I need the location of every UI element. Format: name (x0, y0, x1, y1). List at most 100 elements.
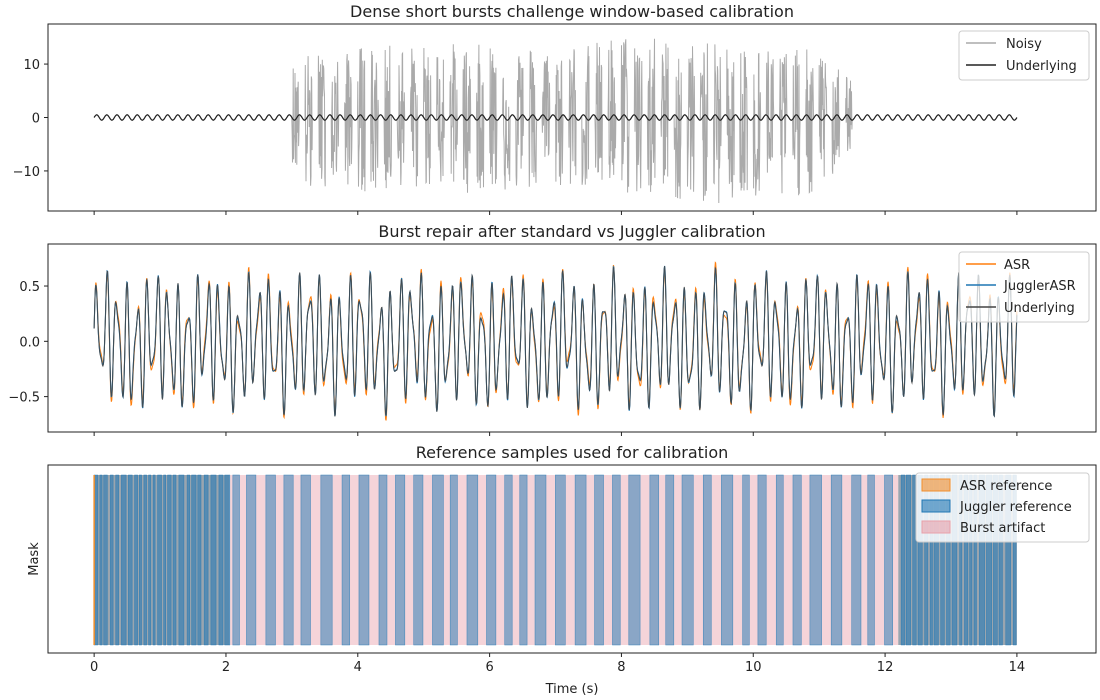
juggler-reference-span (167, 474, 172, 646)
juggler-reference-span (900, 474, 906, 646)
juggler-reference-span (300, 474, 311, 646)
panel3-ylabel: Mask (27, 542, 42, 576)
juggler-reference-span (594, 474, 604, 646)
panel3-x-ticks: 0 2 4 6 8 10 12 14 (90, 653, 1025, 675)
panel1-title: Dense short bursts challenge window-base… (350, 2, 794, 21)
y-tick-label: −0.5 (8, 391, 40, 406)
juggler-reference-span (574, 474, 587, 646)
juggler-reference-span (378, 474, 388, 646)
juggler-reference-span (851, 474, 862, 646)
juggler-reference-span (519, 474, 528, 646)
juggler-reference-span (665, 474, 675, 646)
juggler-reference-span (555, 474, 566, 646)
juggler-reference-span (884, 474, 893, 646)
panel2-y-ticks: −0.5 0.0 0.5 (8, 280, 48, 406)
juggler-reference-span (413, 474, 424, 646)
series-noisy-line (93, 38, 1018, 204)
juggler-reference-span (449, 474, 458, 646)
juggler-reference-span (534, 474, 547, 646)
y-tick-label: 0.5 (19, 280, 40, 295)
juggler-reference-span (358, 474, 370, 646)
juggler-reference-span (504, 474, 513, 646)
panel1-y-ticks: −10 0 10 (13, 58, 48, 180)
juggler-reference-span (742, 474, 750, 646)
panel1-legend: Noisy Underlying (958, 30, 1090, 81)
juggler-reference-span (702, 474, 712, 646)
panel2-x-ticks (93, 432, 1018, 436)
x-tick-label: 10 (745, 660, 762, 675)
panel2-legend: ASR JugglerASR Underlying (958, 251, 1090, 323)
juggler-reference-span (232, 474, 240, 646)
juggler-reference-span (99, 474, 103, 646)
panel3-xlabel: Time (s) (545, 682, 599, 697)
legend-swatch-asr-ref (921, 478, 951, 492)
juggler-reference-span (178, 474, 185, 646)
x-tick-label: 0 (90, 660, 98, 675)
juggler-reference-span (912, 474, 917, 646)
juggler-reference-span (775, 474, 784, 646)
juggler-reference-span (103, 474, 108, 646)
juggler-reference-span (163, 474, 166, 646)
panel3-plot-area (93, 474, 1017, 646)
juggler-reference-span (152, 474, 156, 646)
panel3-legend: ASR reference Juggler reference Burst ar… (915, 472, 1090, 543)
y-tick-label: 0 (32, 112, 40, 127)
juggler-reference-span (138, 474, 142, 646)
legend-swatch-burst (921, 520, 951, 534)
juggler-reference-span (867, 474, 875, 646)
y-tick-label: −10 (13, 165, 40, 180)
juggler-reference-span (757, 474, 767, 646)
panel-repair: Burst repair after standard vs Juggler c… (8, 222, 1097, 436)
x-tick-label: 2 (222, 660, 230, 675)
legend-label-juggler: JugglerASR (1003, 279, 1076, 294)
juggler-reference-span (218, 474, 224, 646)
panel2-title: Burst repair after standard vs Juggler c… (378, 222, 765, 241)
legend-label-underlying2: Underlying (1004, 301, 1075, 316)
juggler-reference-span (612, 474, 621, 646)
series-underlying-line (93, 114, 1018, 121)
panel1-x-ticks (93, 211, 1018, 215)
panel3-legend-box (915, 472, 1090, 543)
y-tick-label: 10 (23, 58, 40, 73)
x-tick-label: 14 (1009, 660, 1026, 675)
juggler-reference-span (486, 474, 497, 646)
juggler-reference-span (224, 474, 231, 646)
juggler-reference-span (466, 474, 479, 646)
juggler-reference-span (809, 474, 822, 646)
panel3-title: Reference samples used for calibration (416, 443, 729, 462)
juggler-reference-span (157, 474, 162, 646)
x-tick-label: 6 (485, 660, 493, 675)
x-tick-label: 4 (354, 660, 362, 675)
y-tick-label: 0.0 (19, 335, 40, 350)
juggler-reference-span (395, 474, 406, 646)
legend-label-asr: ASR (1004, 258, 1030, 273)
juggler-reference-span (905, 474, 911, 646)
juggler-reference-span (134, 474, 138, 646)
juggler-reference-span (186, 474, 191, 646)
juggler-reference-span (681, 474, 694, 646)
juggler-reference-span (143, 474, 147, 646)
juggler-reference-span (792, 474, 802, 646)
juggler-reference-span (649, 474, 660, 646)
series-juggler-line (93, 265, 1018, 418)
juggler-reference-span (148, 474, 152, 646)
juggler-reference-span (110, 474, 114, 646)
legend-label-asr-ref: ASR reference (960, 479, 1052, 494)
x-tick-label: 8 (617, 660, 625, 675)
juggler-reference-span (830, 474, 843, 646)
juggler-reference-span (265, 474, 276, 646)
juggler-reference-span (172, 474, 177, 646)
juggler-reference-span (121, 474, 127, 646)
x-tick-label: 12 (877, 660, 894, 675)
series-underlying2-line (93, 266, 1018, 418)
legend-label-underlying: Underlying (1006, 59, 1077, 74)
juggler-reference-span (210, 474, 217, 646)
juggler-reference-span (128, 474, 133, 646)
panel1-plot-area (93, 38, 1018, 204)
panel-noisy-signal: Dense short bursts challenge window-base… (13, 2, 1097, 215)
legend-label-burst: Burst artifact (960, 521, 1045, 536)
panel2-frame (47, 243, 1097, 433)
legend-swatch-juggler-ref (921, 499, 951, 513)
panel-reference-mask: Reference samples used for calibration 0… (27, 443, 1097, 697)
juggler-reference-span (191, 474, 197, 646)
